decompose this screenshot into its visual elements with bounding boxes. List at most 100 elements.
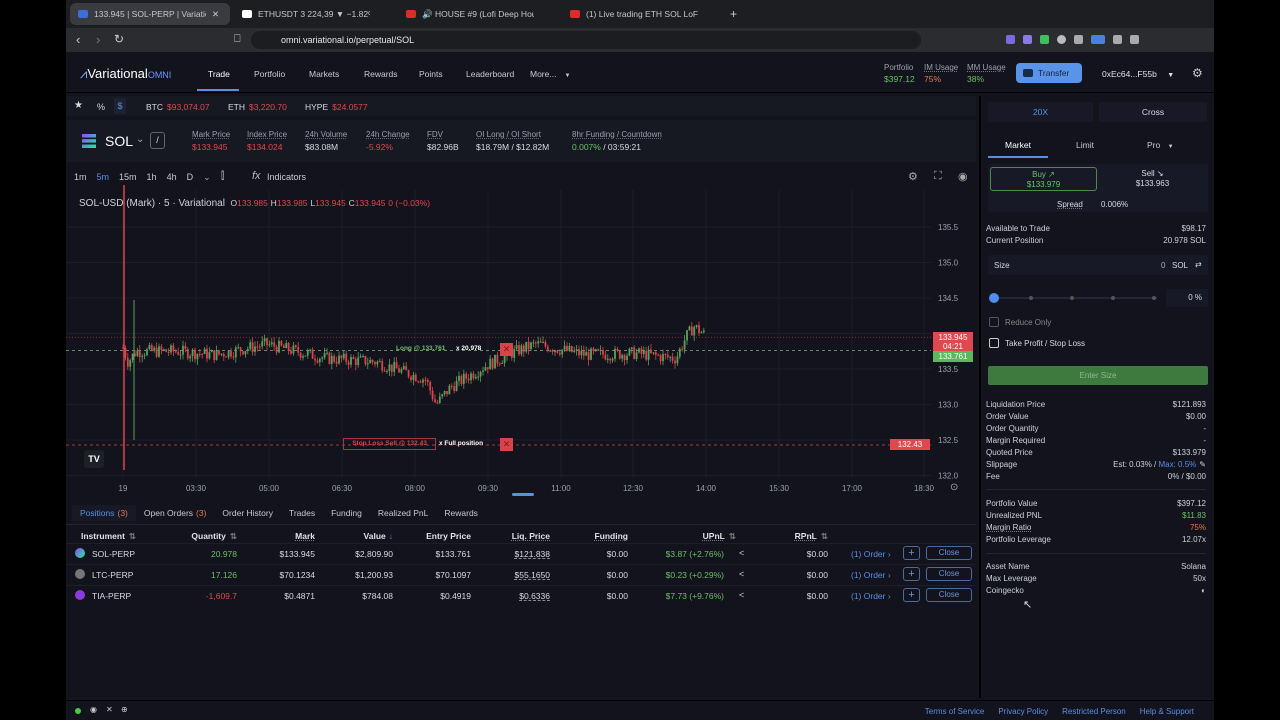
transfer-button[interactable]: Transfer bbox=[1016, 63, 1082, 83]
chart-scroll-handle[interactable] bbox=[512, 493, 534, 496]
price-chart[interactable]: 135.5 135.0 134.5 133.5 133.0 132.5 132.0 19 03:… bbox=[66, 0, 1214, 500]
cell-liq[interactable]: $55.1650 bbox=[514, 570, 550, 580]
browser-tab[interactable]: 133.945 | SOL-PERP | Variational ✕ bbox=[70, 3, 230, 25]
sort-icon[interactable]: ⇅ bbox=[728, 531, 736, 541]
reduce-only-checkbox[interactable] bbox=[989, 317, 999, 327]
interval-1h[interactable]: 1h bbox=[146, 172, 157, 182]
ticker-hype[interactable]: HYPE $24.0577 bbox=[305, 102, 368, 112]
footer-link[interactable]: Help & Support bbox=[1139, 707, 1194, 716]
size-slider[interactable] bbox=[991, 297, 1157, 299]
cancel-stop-x-icon[interactable]: ✕ bbox=[500, 438, 513, 451]
nav-markets[interactable]: Markets bbox=[309, 69, 340, 79]
interval-15m[interactable]: 15m bbox=[119, 172, 137, 182]
ticker-eth[interactable]: ETH $3,220.70 bbox=[228, 102, 287, 112]
sell-button[interactable]: Sell ↘ $133.963 bbox=[1135, 169, 1170, 188]
sort-desc-icon[interactable]: ↓ bbox=[388, 531, 393, 541]
fullscreen-icon[interactable]: ⛶ bbox=[934, 170, 942, 182]
buy-button[interactable]: Buy ↗ $133.979 bbox=[990, 167, 1097, 191]
stop-loss-label[interactable]: Stop Loss Sell @ 132.43 bbox=[343, 438, 436, 450]
url-input[interactable]: omni.variational.io/perpetual/SOL bbox=[251, 31, 921, 49]
interval-4h[interactable]: 4h bbox=[166, 172, 177, 182]
coingecko-icon[interactable]: ◐ bbox=[1201, 586, 1206, 595]
column-header[interactable]: Liq. Price bbox=[511, 531, 550, 541]
column-header[interactable]: Value ↓ bbox=[363, 531, 393, 541]
forward-icon[interactable]: › bbox=[96, 32, 101, 47]
size-input[interactable]: Size 0 SOL ⇄ bbox=[988, 255, 1208, 275]
tab-rewards[interactable]: Rewards bbox=[444, 508, 478, 518]
add-margin-button[interactable]: + bbox=[903, 588, 920, 602]
bookmark-icon[interactable]: ⎕ bbox=[234, 33, 241, 45]
column-header[interactable]: Entry Price bbox=[426, 531, 471, 541]
tab-limit[interactable]: Limit bbox=[1076, 140, 1094, 150]
percent-toggle[interactable]: % bbox=[97, 102, 106, 112]
close-position-x-icon[interactable]: ✕ bbox=[500, 343, 513, 356]
sort-icon[interactable]: ⇅ bbox=[820, 531, 828, 541]
interval-dropdown-icon[interactable]: ⌄ bbox=[203, 172, 211, 182]
logo[interactable]: ⩘VariationalOMNI bbox=[80, 66, 172, 81]
nav-portfolio[interactable]: Portfolio bbox=[254, 69, 286, 79]
market-symbol-selector[interactable]: SOL bbox=[105, 133, 134, 149]
column-header[interactable]: Funding bbox=[594, 531, 628, 541]
column-header[interactable]: Instrument ⇅ bbox=[81, 531, 137, 541]
submit-order-button[interactable]: Enter Size bbox=[988, 366, 1208, 385]
max-slippage-link[interactable]: Max: 0.5% bbox=[1158, 460, 1197, 469]
camera-icon[interactable]: ◉ bbox=[958, 171, 968, 183]
new-tab-button[interactable]: + bbox=[730, 7, 738, 21]
column-header[interactable]: Mark bbox=[295, 531, 315, 541]
nav-points[interactable]: Points bbox=[419, 69, 443, 79]
footer-link[interactable]: Privacy Policy bbox=[998, 707, 1049, 716]
swap-units-icon[interactable]: ⇄ bbox=[1195, 260, 1202, 269]
slash-shortcut-icon[interactable]: / bbox=[150, 132, 165, 149]
tab-trades[interactable]: Trades bbox=[288, 508, 316, 518]
tab-pro[interactable]: Pro ▼ bbox=[1147, 140, 1174, 150]
close-position-button[interactable]: Close bbox=[926, 567, 972, 581]
tab-market[interactable]: Market bbox=[1005, 140, 1031, 150]
indicators-button[interactable]: Indicators bbox=[267, 172, 307, 182]
wallet-dropdown[interactable]: 0xEc64...F55b ▼ bbox=[1102, 69, 1175, 79]
edit-pencil-icon[interactable]: ✎ bbox=[1199, 460, 1206, 469]
candle-type-icon[interactable]: ⫿ bbox=[221, 171, 225, 182]
interval-1m[interactable]: 1m bbox=[74, 172, 87, 182]
browser-tab[interactable]: 🔊 HOUSE #9 (Lofi Deep House) - bbox=[398, 3, 558, 25]
reload-icon[interactable]: ↻ bbox=[114, 32, 125, 46]
favorites-star-icon[interactable]: ★ bbox=[74, 100, 83, 111]
size-percent-input[interactable]: 0 % bbox=[1166, 289, 1208, 307]
chart-settings-icon[interactable]: ⚙ bbox=[908, 171, 918, 183]
tab-funding[interactable]: Funding bbox=[331, 508, 362, 518]
sort-icon[interactable]: ⇅ bbox=[229, 531, 237, 541]
close-position-button[interactable]: Close bbox=[926, 588, 972, 602]
chevron-down-icon[interactable]: ⌄ bbox=[136, 134, 145, 145]
slider-step[interactable] bbox=[1070, 296, 1074, 300]
globe-icon[interactable]: ⊕ bbox=[121, 705, 128, 714]
nav-trade[interactable]: Trade bbox=[208, 69, 230, 79]
slider-step[interactable] bbox=[1029, 296, 1033, 300]
interval-5m[interactable]: 5m bbox=[96, 172, 110, 182]
cell-liq[interactable]: $0.6336 bbox=[519, 591, 550, 601]
column-header[interactable]: UPnL ⇅ bbox=[702, 531, 736, 541]
browser-tab[interactable]: (1) Live trading ETH SOL LoFil No bbox=[562, 3, 722, 25]
orders-link[interactable]: (1) Order › bbox=[851, 591, 891, 601]
slider-step[interactable] bbox=[1111, 296, 1115, 300]
tradingview-logo[interactable]: TV bbox=[84, 450, 104, 468]
extension-icons[interactable] bbox=[1006, 35, 1139, 44]
browser-tab[interactable]: ETHUSDT 3 224,39 ▼ −1.82% Без bbox=[234, 3, 394, 25]
margin-mode-button[interactable]: Cross bbox=[1099, 102, 1207, 122]
discord-icon[interactable]: ◉ bbox=[90, 705, 97, 714]
tab-order-history[interactable]: Order History bbox=[222, 508, 273, 518]
column-header[interactable]: Quantity ⇅ bbox=[191, 531, 237, 541]
settings-gear-icon[interactable]: ⚙ bbox=[1192, 66, 1203, 80]
add-margin-button[interactable]: + bbox=[903, 546, 920, 560]
share-icon[interactable]: < bbox=[739, 548, 745, 558]
orders-link[interactable]: (1) Order › bbox=[851, 549, 891, 559]
nav-leaderboard[interactable]: Leaderboard bbox=[466, 69, 515, 79]
dollar-toggle[interactable]: $ bbox=[114, 98, 126, 114]
add-margin-button[interactable]: + bbox=[903, 567, 920, 581]
x-twitter-icon[interactable]: ✕ bbox=[106, 705, 113, 714]
column-header[interactable]: RPnL ⇅ bbox=[794, 531, 828, 541]
tab-realized-pnl[interactable]: Realized PnL bbox=[377, 508, 429, 518]
close-position-button[interactable]: Close bbox=[926, 546, 972, 560]
long-position-label[interactable]: Long @ 133.761 bbox=[396, 345, 446, 352]
interval-D[interactable]: D bbox=[186, 172, 194, 182]
nav-rewards[interactable]: Rewards bbox=[364, 69, 398, 79]
leverage-button[interactable]: 20X bbox=[988, 102, 1093, 122]
